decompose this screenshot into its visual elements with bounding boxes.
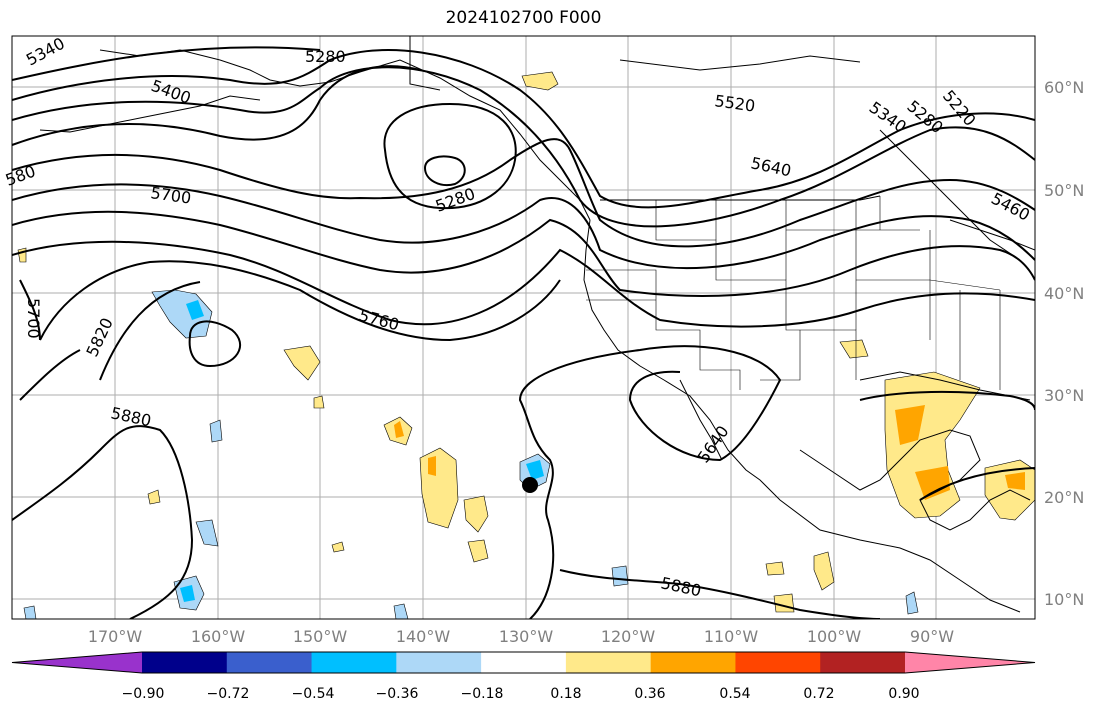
colorbar-segment bbox=[226, 652, 313, 673]
colorbar-tick-label: −0.36 bbox=[376, 686, 419, 702]
lat-label: 50°N bbox=[1044, 181, 1084, 200]
longitude-labels: 170°W 160°W 150°W 140°W 130°W 120°W 110°… bbox=[88, 627, 954, 646]
lon-label: 130°W bbox=[499, 627, 554, 646]
lon-label: 100°W bbox=[807, 627, 862, 646]
lat-label: 10°N bbox=[1044, 590, 1084, 609]
colorbar-extend-high bbox=[905, 652, 1035, 673]
colorbar-tick-label: −0.72 bbox=[207, 686, 250, 702]
lon-label: 140°W bbox=[396, 627, 451, 646]
height-contours bbox=[12, 46, 1035, 619]
colorbar-tick-label: 0.18 bbox=[550, 686, 581, 702]
colorbar-extend-low bbox=[12, 652, 142, 673]
colorbar-tick-label: −0.18 bbox=[461, 686, 504, 702]
lon-label: 120°W bbox=[601, 627, 656, 646]
lon-label: 110°W bbox=[704, 627, 759, 646]
colorbar-tick-label: −0.90 bbox=[122, 686, 165, 702]
colorbar-segment bbox=[650, 652, 736, 673]
colorbar-tick-label: 0.90 bbox=[888, 686, 919, 702]
lat-label: 20°N bbox=[1044, 488, 1084, 507]
latitude-labels: 60°N 50°N 40°N 30°N 20°N 10°N bbox=[1044, 78, 1084, 609]
contour-label: 5700 bbox=[24, 298, 43, 339]
colorbar bbox=[11, 651, 1036, 674]
contour-label: 5280 bbox=[305, 47, 346, 66]
colorbar-segment bbox=[481, 652, 567, 673]
map-title: 2024102700 F000 bbox=[445, 8, 602, 28]
colorbar-labels: −0.90 −0.72 −0.54 −0.36 −0.18 0.18 0.36 … bbox=[122, 686, 920, 702]
colorbar-segment bbox=[735, 652, 821, 673]
state-borders bbox=[586, 196, 1001, 390]
lon-label: 90°W bbox=[910, 627, 954, 646]
colorbar-tick-label: 0.36 bbox=[634, 686, 665, 702]
colorbar-segment bbox=[565, 652, 652, 673]
lon-label: 160°W bbox=[191, 627, 246, 646]
lon-label: 150°W bbox=[293, 627, 348, 646]
lat-label: 40°N bbox=[1044, 284, 1084, 303]
map-border bbox=[11, 35, 1036, 620]
lat-label: 30°N bbox=[1044, 386, 1084, 405]
colorbar-segment bbox=[142, 652, 228, 673]
colorbar-segment bbox=[820, 652, 906, 673]
lon-label: 170°W bbox=[88, 627, 143, 646]
colorbar-segment bbox=[311, 652, 397, 673]
colorbar-outline bbox=[11, 651, 1036, 674]
colorbar-tick-label: −0.54 bbox=[292, 686, 335, 702]
colorbar-tick-label: 0.54 bbox=[719, 686, 750, 702]
storm-marker bbox=[522, 477, 538, 493]
lat-label: 60°N bbox=[1044, 78, 1084, 97]
colorbar-segment bbox=[396, 652, 482, 673]
gridlines bbox=[12, 36, 1035, 619]
colorbar-tick-label: 0.72 bbox=[803, 686, 834, 702]
